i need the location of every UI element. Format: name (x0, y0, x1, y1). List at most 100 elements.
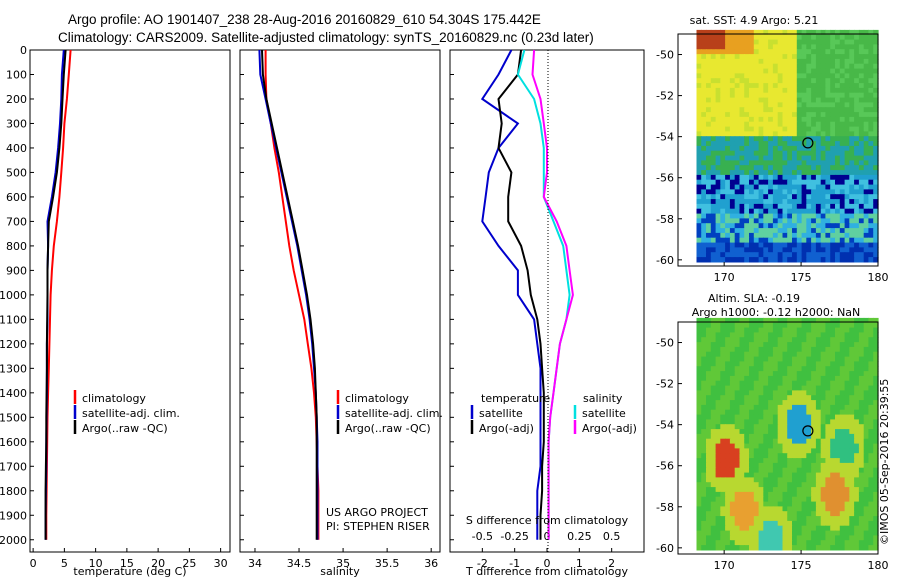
map-cell (787, 535, 793, 541)
map-cell (854, 337, 860, 343)
map-cell (868, 342, 874, 348)
map-cell (777, 535, 784, 541)
map-cell (815, 511, 822, 517)
map-cell (806, 194, 812, 200)
map-cell (768, 252, 774, 258)
map-cell (763, 535, 769, 541)
map-cell (763, 487, 769, 493)
map-cell (729, 49, 736, 55)
map-cell (801, 102, 807, 108)
map-cell (763, 346, 769, 353)
map-cell (739, 448, 745, 454)
map-cell (753, 116, 760, 123)
map-cell (758, 213, 764, 219)
map-cell (792, 462, 798, 469)
map-cell (806, 136, 812, 142)
map-cell (720, 29, 726, 36)
map-cell (734, 520, 741, 527)
map-cell (749, 107, 755, 113)
legend-satellite-adj: satellite-adj. clim. (82, 407, 180, 420)
map-cell (811, 380, 817, 387)
map-y-tick-label: -60 (656, 254, 674, 267)
map-cell (744, 530, 750, 536)
map-cell (725, 385, 731, 391)
map-cell (849, 317, 855, 324)
map-cell (734, 380, 741, 387)
map-cell (806, 73, 812, 79)
map-cell (815, 92, 822, 99)
map-cell (715, 458, 721, 464)
map-cell (825, 530, 831, 536)
map-cell (777, 380, 784, 387)
map-cell (815, 332, 822, 338)
map-cell (796, 136, 803, 142)
map-cell (815, 453, 822, 459)
map-cell (849, 530, 855, 536)
map-cell (782, 92, 788, 99)
map-cell (734, 443, 741, 449)
map-cell (758, 448, 764, 454)
x-tick-label: 0 (30, 557, 37, 570)
map-cell (725, 337, 731, 343)
map-cell (873, 136, 879, 142)
map-cell (701, 247, 707, 253)
map-cell (739, 487, 745, 493)
map-cell (844, 121, 850, 128)
map-cell (768, 242, 774, 248)
map-cell (835, 73, 841, 79)
map-cell (744, 516, 750, 522)
map-cell (868, 247, 874, 253)
map-cell (839, 121, 846, 128)
map-cell (777, 482, 784, 488)
map-cell (715, 414, 721, 420)
map-cell (844, 332, 850, 338)
map-cell (801, 126, 807, 132)
map-cell (744, 458, 750, 464)
map-cell (753, 237, 760, 244)
map-cell (729, 121, 736, 128)
map-cell (706, 160, 712, 166)
map-cell (844, 322, 850, 329)
salinity-legend: climatology satellite-adj. clim. Argo(..… (336, 390, 443, 435)
map-cell (777, 107, 784, 113)
map-cell (815, 375, 822, 382)
map-cell (820, 194, 827, 200)
map-cell (734, 361, 741, 367)
map-cell (715, 247, 721, 253)
map-cell (801, 327, 807, 333)
map-cell (725, 150, 731, 157)
map-cell (720, 247, 726, 253)
map-cell (734, 453, 741, 459)
map-cell (796, 467, 803, 474)
map-cell (796, 482, 803, 488)
map-cell (820, 58, 827, 65)
map-cell (835, 252, 841, 258)
map-cell (706, 472, 712, 478)
x-tick-label: 35.5 (375, 557, 400, 570)
map-cell (825, 170, 831, 176)
map-cell (835, 228, 841, 234)
map-cell (858, 223, 865, 229)
map-cell (815, 361, 822, 367)
map-cell (753, 213, 760, 219)
map-cell (815, 228, 822, 234)
map-cell (858, 467, 865, 474)
map-cell (758, 136, 764, 142)
map-cell (792, 199, 798, 205)
map-cell (768, 228, 774, 234)
map-cell (744, 540, 750, 546)
map-cell (715, 242, 721, 248)
map-cell (820, 232, 827, 239)
map-cell (858, 63, 865, 70)
map-cell (868, 530, 874, 536)
map-cell (811, 496, 817, 503)
map-cell (734, 342, 741, 348)
map-cell (830, 73, 836, 79)
map-cell (849, 228, 855, 234)
map-cell (715, 400, 721, 406)
map-cell (868, 218, 874, 224)
map-cell (768, 409, 774, 416)
map-cell (835, 530, 841, 536)
map-cell (868, 409, 874, 416)
map-cell (782, 78, 788, 84)
